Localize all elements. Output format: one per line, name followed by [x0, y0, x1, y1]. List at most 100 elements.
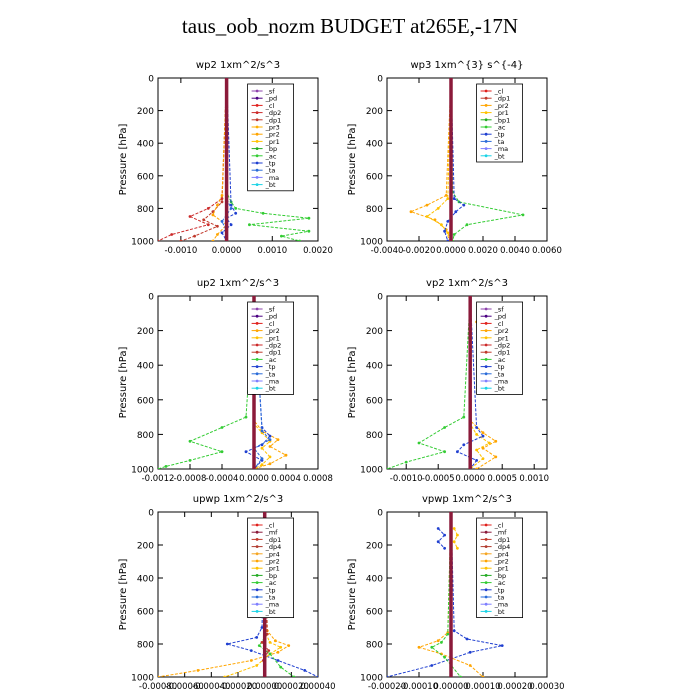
series-point — [268, 445, 272, 448]
legend-marker — [484, 147, 488, 151]
legend-marker — [255, 104, 259, 107]
y-tick-label: 0 — [148, 509, 154, 519]
series-line-tp — [227, 512, 318, 677]
legend-label: _mf — [265, 529, 279, 537]
legend-label: _tp — [494, 363, 505, 371]
y-tick-label: 400 — [137, 140, 154, 150]
x-tick-label: 0.0004 — [271, 474, 301, 484]
x-tick-label: -0.00060 — [166, 682, 204, 692]
series-point — [261, 211, 265, 215]
series-point — [481, 431, 485, 435]
y-tick-label: 800 — [366, 641, 383, 651]
series-point — [443, 450, 446, 454]
x-tick-label: -0.00080 — [139, 682, 177, 692]
y-tick-label: 0 — [377, 293, 383, 303]
series-point — [436, 207, 440, 210]
legend-marker — [255, 168, 259, 172]
legend-marker — [255, 610, 259, 613]
legend-label: _pr1 — [265, 565, 280, 573]
series-point — [425, 215, 429, 218]
legend-label: _pr2 — [494, 558, 509, 566]
series-point — [475, 459, 478, 462]
series-point — [268, 462, 272, 466]
series-point — [211, 213, 215, 217]
y-tick-label: 600 — [137, 608, 154, 618]
legend-label: _ac — [494, 124, 506, 132]
legend-marker — [484, 365, 488, 368]
legend-marker — [255, 111, 259, 114]
series-point — [488, 441, 491, 445]
legend-marker — [255, 566, 259, 570]
legend-marker — [484, 132, 488, 136]
legend-label: _ta — [494, 594, 505, 602]
legend-marker — [255, 176, 259, 179]
legend-label: _dp1 — [265, 116, 282, 124]
x-tick-label: -0.0008 — [174, 474, 207, 484]
legend-label: _mf — [494, 529, 508, 537]
plot-frame — [386, 511, 548, 678]
series-point — [284, 453, 288, 457]
legend-marker — [484, 329, 488, 332]
series-point — [273, 639, 277, 643]
series-point — [500, 644, 504, 647]
legend-label: _pr2 — [265, 558, 280, 566]
legend-marker — [255, 358, 259, 361]
series-line-dp1 — [180, 78, 228, 241]
x-tick-label: 0.00000 — [433, 682, 468, 692]
legend-label: _pr1 — [494, 109, 509, 117]
series-point — [206, 223, 210, 227]
chart-title: vpwp 1xm^2/s^3 — [422, 494, 512, 505]
x-tick-label: -0.00040 — [192, 682, 230, 692]
series-point — [462, 415, 466, 419]
x-tick-label: 0.00020 — [274, 682, 309, 692]
series-point — [202, 218, 206, 222]
series-point — [158, 239, 160, 241]
legend-label: _ac — [265, 579, 277, 587]
chart-panel-4: vp2 1xm^2/s^3 Pressure [hPa] 0 200 400 600 800… — [347, 278, 549, 484]
page-title: taus_oob_nozm BUDGET at265E,-17N — [181, 14, 519, 38]
series-point — [307, 229, 311, 233]
legend-label: _bt — [494, 152, 505, 160]
legend-marker — [484, 602, 488, 606]
series-point — [452, 629, 456, 633]
series-point — [196, 669, 200, 672]
y-tick-label: 1000 — [131, 466, 154, 476]
series-point — [188, 439, 192, 443]
x-tick-label: 0.00000 — [247, 682, 282, 692]
x-tick-label: -0.0020 — [403, 246, 436, 256]
legend-label: _pr3 — [265, 124, 280, 132]
chart-panel-6: vpwp 1xm^2/s^3 Pressure [hPa] 0 200 400 600 80… — [347, 494, 565, 692]
legend-label: _cl — [265, 102, 275, 110]
legend-marker — [255, 329, 259, 332]
legend-marker — [484, 552, 488, 556]
x-tick-label: 0.00030 — [529, 682, 564, 692]
y-tick-label: 400 — [137, 575, 154, 585]
legend-marker — [484, 379, 488, 383]
series-point — [249, 649, 253, 652]
series-point — [475, 448, 478, 452]
series-point — [475, 467, 478, 469]
plot-frame — [157, 77, 319, 242]
legend-marker — [255, 602, 259, 606]
series-point — [158, 675, 160, 677]
series-point — [456, 533, 459, 537]
series-point — [430, 645, 434, 649]
chart-title: upwp 1xm^2/s^3 — [193, 494, 283, 505]
x-tick-label: -0.0012 — [142, 474, 175, 484]
legend-marker — [255, 132, 259, 136]
legend-label: _ma — [494, 601, 509, 609]
x-tick-label: 0.00020 — [497, 682, 532, 692]
series-group — [387, 512, 504, 677]
x-tick-label: -0.00020 — [219, 682, 257, 692]
plot-frame — [157, 295, 319, 470]
x-tick-label: 0.0010 — [257, 246, 287, 256]
series-point — [446, 239, 450, 241]
legend-marker — [484, 314, 488, 318]
legend-label: _ac — [494, 356, 506, 364]
legend-label: _ac — [265, 152, 277, 160]
series-point — [440, 641, 443, 644]
series-point — [260, 457, 264, 460]
legend-marker — [484, 125, 488, 129]
legend-label: _dp1 — [265, 536, 282, 544]
legend-label: _pr2 — [265, 131, 280, 139]
